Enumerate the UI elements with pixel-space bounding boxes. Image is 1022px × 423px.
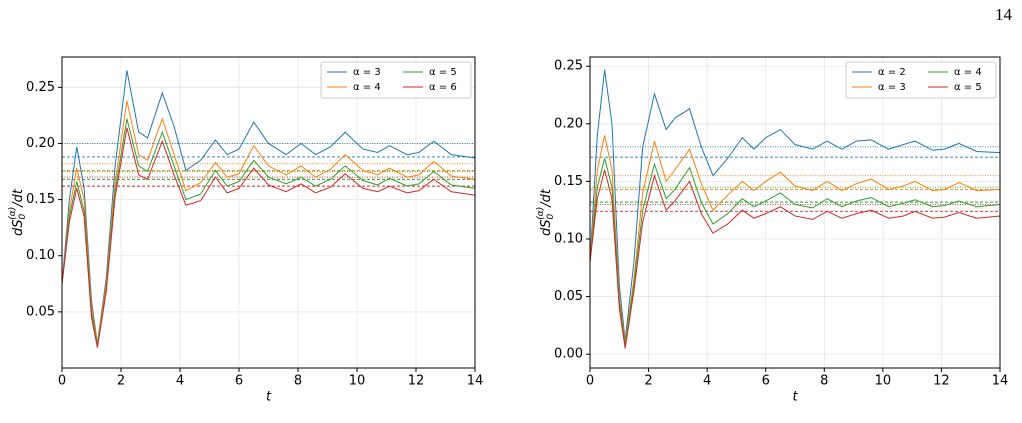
y-label-main: dS [11, 219, 26, 236]
legend-label: α = 5 [429, 67, 457, 78]
legend-label: α = 3 [353, 67, 381, 78]
data-line [61, 100, 476, 344]
y-tick-label: 0.25 [26, 80, 55, 95]
legend-box [845, 61, 997, 99]
x-axis-label: t [266, 390, 272, 405]
y-tick-label: 0.10 [26, 248, 55, 263]
y-label-sub: 0 [546, 213, 556, 219]
y-label-tail: /dt [11, 188, 26, 208]
y-label-sub: 0 [18, 213, 28, 219]
x-tick-label: 10 [875, 374, 892, 389]
x-tick-label: 14 [992, 374, 1009, 389]
x-tick-label: 8 [820, 374, 828, 389]
legend-label: α = 6 [429, 82, 457, 93]
y-tick-label: 0.05 [554, 289, 583, 304]
data-line [589, 135, 1001, 343]
x-tick-label: 6 [762, 374, 770, 389]
y-tick-label: 0.10 [554, 231, 583, 246]
x-tick-label: 0 [586, 374, 594, 389]
x-tick-label: 10 [349, 374, 366, 389]
legend-label: α = 2 [878, 67, 906, 78]
axes-frame [589, 56, 1001, 369]
y-tick-label: 0.05 [26, 304, 55, 319]
y-axis-label: dS0(α)/dt [8, 188, 28, 236]
axes-frame [61, 56, 476, 369]
y-tick-label: 0.15 [26, 192, 55, 207]
x-tick-label: 12 [933, 374, 950, 389]
legend-box [320, 61, 472, 99]
legend-label: α = 5 [954, 82, 982, 93]
y-tick-label: 0.15 [554, 174, 583, 189]
y-tick-label: 0.20 [26, 136, 55, 151]
y-axis-label: dS0(α)/dt [536, 188, 556, 236]
x-axis-label: t [792, 390, 798, 405]
data-line [61, 127, 476, 348]
legend-label: α = 4 [353, 82, 381, 93]
y-label-main: dS [539, 219, 554, 236]
x-tick-label: 6 [235, 374, 243, 389]
x-tick-label: 2 [644, 374, 652, 389]
y-label-sup: (α) [8, 207, 18, 220]
y-label-sup: (α) [536, 207, 546, 220]
data-line [589, 158, 1001, 346]
x-tick-label: 4 [176, 374, 184, 389]
x-tick-label: 8 [294, 374, 302, 389]
x-tick-label: 12 [408, 374, 425, 389]
y-tick-label: 0.25 [554, 59, 583, 74]
x-tick-label: 0 [58, 374, 66, 389]
x-tick-label: 4 [703, 374, 711, 389]
y-tick-label: 0.00 [554, 347, 583, 362]
data-line [589, 69, 1001, 341]
x-tick-label: 2 [117, 374, 125, 389]
legend-label: α = 3 [878, 82, 906, 93]
page-number: 14 [995, 5, 1013, 24]
data-line [61, 70, 476, 344]
y-label-tail: /dt [539, 188, 554, 208]
y-tick-label: 0.20 [554, 116, 583, 131]
data-line [589, 169, 1001, 349]
legend-label: α = 4 [954, 67, 982, 78]
x-tick-label: 14 [467, 374, 484, 389]
